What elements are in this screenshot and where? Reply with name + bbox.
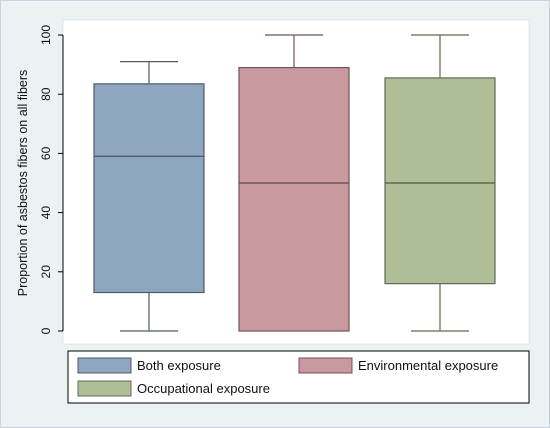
box-iqr	[93, 83, 205, 294]
legend-label: Occupational exposure	[137, 381, 270, 396]
legend-item-1: Both exposure	[77, 357, 221, 374]
y-tick-label-60: 60	[39, 146, 53, 160]
box-2	[238, 34, 350, 332]
y-axis-ticks: 0 20 40 60 80 100	[39, 25, 63, 334]
legend-swatch	[298, 357, 353, 374]
y-tick-label-100: 100	[39, 25, 53, 45]
y-tick-label-80: 80	[39, 87, 53, 101]
y-tick-label-20: 20	[39, 265, 53, 279]
legend-item-2: Environmental exposure	[298, 357, 498, 374]
legend-swatch	[77, 380, 132, 397]
legend-label: Environmental exposure	[358, 358, 498, 373]
y-axis-title: Proportion of asbestos fibers on all fib…	[16, 70, 30, 297]
y-tick-label-0: 0	[39, 327, 53, 334]
legend: Both exposure Environmental exposure Occup…	[77, 357, 498, 397]
legend-item-3: Occupational exposure	[77, 380, 270, 397]
box-iqr	[238, 66, 350, 332]
legend-swatch	[77, 357, 132, 374]
y-tick-label-40: 40	[39, 206, 53, 220]
box-1	[93, 61, 205, 332]
box-iqr	[384, 77, 496, 285]
box-group	[93, 34, 496, 332]
box-3	[384, 34, 496, 332]
legend-label: Both exposure	[137, 358, 221, 373]
